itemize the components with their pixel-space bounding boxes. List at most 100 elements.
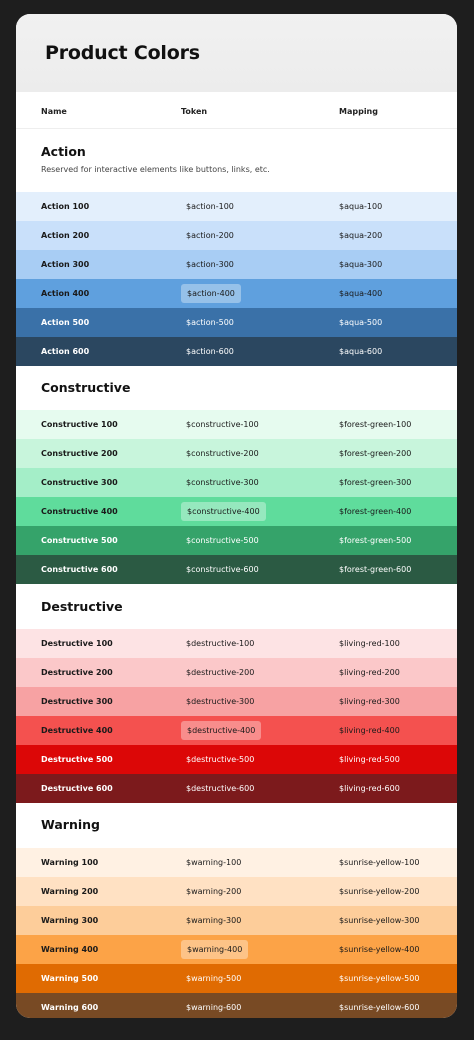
color-row: Constructive 200 $constructive-200 $forest… [16,439,457,468]
color-mapping: $aqua-200 [339,231,383,240]
color-group-action: Action Reserved for interactive elements … [16,129,457,366]
token-chip: $action-400 [181,284,241,303]
color-mapping: $sunrise-yellow-200 [339,887,420,896]
color-row: Warning 500 $warning-500 $sunrise-yellow-5… [16,964,457,993]
token-chip: $warning-400 [181,940,249,959]
color-group-constructive: Constructive Constructive 100 $constructiv… [16,366,457,584]
color-mapping: $forest-green-300 [339,478,412,487]
token-chip: $constructive-400 [181,502,266,521]
group-title: Constructive [41,380,131,395]
color-name: Warning 500 [41,974,99,983]
color-token: $warning-300 [186,916,242,925]
color-mapping: $living-red-400 [339,726,400,735]
color-row: Action 600 $action-600 $aqua-600 [16,337,457,366]
color-row: Destructive 400 $destructive-400 $living-r… [16,716,457,745]
color-row: Destructive 100 $destructive-100 $living-r… [16,629,457,658]
color-row: Warning 200 $warning-200 $sunrise-yellow-2… [16,877,457,906]
page-title: Product Colors [45,42,200,64]
color-mapping: $sunrise-yellow-400 [339,945,420,954]
color-mapping: $sunrise-yellow-100 [339,858,420,867]
color-name: Constructive 500 [41,536,118,545]
color-name: Action 100 [41,202,90,211]
color-row: Destructive 600 $destructive-600 $living-r… [16,774,457,803]
color-name: Warning 300 [41,916,99,925]
token-chip: $destructive-400 [181,721,262,740]
color-name: Constructive 600 [41,565,118,574]
color-name: Action 600 [41,347,90,356]
color-token: $destructive-500 [186,755,255,764]
color-token: $action-600 [186,347,234,356]
color-row: Destructive 300 $destructive-300 $living-r… [16,687,457,716]
color-mapping: $forest-green-500 [339,536,412,545]
color-row: Action 100 $action-100 $aqua-100 [16,192,457,221]
color-token: $constructive-100 [186,420,259,429]
column-header-name: Name [41,107,67,116]
color-row: Destructive 500 $destructive-500 $living-r… [16,745,457,774]
color-row: Destructive 200 $destructive-200 $living-r… [16,658,457,687]
color-token: $warning-100 [186,858,242,867]
color-mapping: $living-red-100 [339,639,400,648]
column-header-mapping: Mapping [339,107,378,116]
color-name: Constructive 400 [41,507,118,516]
color-groups: Action Reserved for interactive elements … [16,129,457,1018]
color-token: $action-100 [186,202,234,211]
color-token: $destructive-600 [186,784,255,793]
color-row: Warning 300 $warning-300 $sunrise-yellow-3… [16,906,457,935]
color-token: $warning-600 [186,1003,242,1012]
color-mapping: $aqua-400 [339,289,383,298]
color-mapping: $sunrise-yellow-500 [339,974,420,983]
color-name: Constructive 200 [41,449,118,458]
color-name: Destructive 200 [41,668,113,677]
color-name: Action 300 [41,260,90,269]
color-token: $destructive-100 [186,639,255,648]
color-token: $warning-200 [186,887,242,896]
color-name: Destructive 100 [41,639,113,648]
color-mapping: $forest-green-400 [339,507,412,516]
group-title: Action [41,144,86,159]
color-name: Constructive 100 [41,420,118,429]
color-name: Warning 400 [41,945,99,954]
color-mapping: $living-red-200 [339,668,400,677]
color-token: $action-300 [186,260,234,269]
color-row: Constructive 300 $constructive-300 $forest… [16,468,457,497]
color-mapping: $forest-green-600 [339,565,412,574]
color-row: Warning 400 $warning-400 $sunrise-yellow-4… [16,935,457,964]
color-token: $constructive-600 [186,565,259,574]
group-header: Action Reserved for interactive elements … [16,129,457,192]
group-header: Destructive [16,584,457,629]
color-name: Destructive 500 [41,755,113,764]
group-header: Constructive [16,366,457,410]
color-token: $constructive-300 [186,478,259,487]
color-mapping: $aqua-500 [339,318,383,327]
color-row: Action 400 $action-400 $aqua-400 [16,279,457,308]
color-mapping: $forest-green-200 [339,449,412,458]
color-mapping: $forest-green-100 [339,420,412,429]
color-row: Constructive 600 $constructive-600 $forest… [16,555,457,584]
color-row: Action 500 $action-500 $aqua-500 [16,308,457,337]
color-mapping: $living-red-600 [339,784,400,793]
group-description: Reserved for interactive elements like b… [41,165,270,174]
color-name: Action 200 [41,231,90,240]
color-name: Destructive 300 [41,697,113,706]
color-name: Destructive 400 [41,726,113,735]
color-token: $destructive-200 [186,668,255,677]
color-mapping: $sunrise-yellow-300 [339,916,420,925]
color-row: Constructive 100 $constructive-100 $forest… [16,410,457,439]
color-mapping: $aqua-300 [339,260,383,269]
color-row: Warning 600 $warning-600 $sunrise-yellow-6… [16,993,457,1018]
color-name: Destructive 600 [41,784,113,793]
color-token: $warning-500 [186,974,242,983]
column-header-row: Name Token Mapping [16,92,457,129]
color-name: Warning 600 [41,1003,99,1012]
color-token: $action-200 [186,231,234,240]
color-row: Action 200 $action-200 $aqua-200 [16,221,457,250]
group-title: Warning [41,817,100,832]
color-token: $constructive-500 [186,536,259,545]
color-token: $constructive-200 [186,449,259,458]
color-row: Warning 100 $warning-100 $sunrise-yellow-1… [16,848,457,877]
color-mapping: $living-red-300 [339,697,400,706]
color-mapping: $aqua-100 [339,202,383,211]
color-mapping: $living-red-500 [339,755,400,764]
color-name: Warning 100 [41,858,99,867]
page-header: Product Colors [16,14,457,92]
